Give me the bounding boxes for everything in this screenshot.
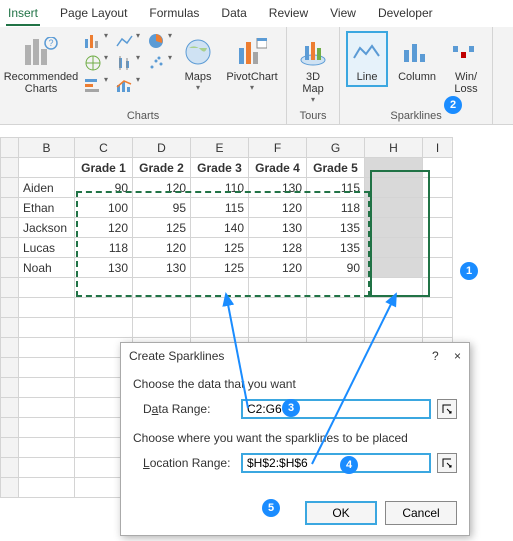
3d-map-button[interactable]: 3D Map ▾	[293, 31, 333, 104]
bar-chart-icon[interactable]	[82, 75, 104, 95]
dialog-help-icon[interactable]: ?	[432, 349, 439, 363]
line-chart-icon[interactable]	[114, 31, 136, 51]
pie-chart-icon[interactable]	[146, 31, 168, 51]
col-header[interactable]: I	[423, 138, 453, 158]
tab-page-layout[interactable]: Page Layout	[58, 4, 129, 26]
svg-text:?: ?	[48, 38, 53, 48]
tab-data[interactable]: Data	[219, 4, 248, 26]
maps-button[interactable]: Maps ▾	[178, 31, 218, 92]
col-header[interactable]: D	[133, 138, 191, 158]
data-range-input[interactable]	[241, 399, 431, 419]
tab-insert[interactable]: Insert	[6, 4, 40, 26]
col-header[interactable]: H	[365, 138, 423, 158]
ribbon-tabs: Insert Page Layout Formulas Data Review …	[0, 0, 513, 27]
dialog-title: Create Sparklines	[129, 349, 224, 363]
annotation-badge-3: 3	[282, 399, 300, 417]
location-range-input[interactable]	[241, 453, 431, 473]
stats-chart-icon[interactable]	[114, 53, 136, 73]
annotation-badge-1: 1	[460, 262, 478, 280]
row-header[interactable]	[1, 158, 19, 178]
dialog-section-label: Choose where you want the sparklines to …	[133, 431, 457, 445]
tab-view[interactable]: View	[328, 4, 358, 26]
annotation-badge-5: 5	[262, 499, 280, 517]
combo-chart-icon[interactable]	[114, 75, 136, 95]
col-header[interactable]: B	[19, 138, 75, 158]
scatter-chart-icon[interactable]	[146, 53, 168, 73]
recommended-charts-button[interactable]: ? Recommended Charts	[6, 31, 76, 95]
create-sparklines-dialog: Create Sparklines ? × Choose the data th…	[120, 342, 470, 536]
location-range-refedit-button[interactable]	[437, 453, 457, 473]
3d-map-icon	[299, 38, 327, 66]
annotation-badge-2: 2	[444, 96, 462, 114]
col-header[interactable]: F	[249, 138, 307, 158]
annotation-badge-4: 4	[340, 456, 358, 474]
sparkline-line-button[interactable]: Line	[346, 31, 388, 87]
cell-name[interactable]: Noah	[19, 258, 75, 278]
ribbon: ? Recommended Charts ▾ ▾ ▾	[0, 27, 513, 125]
hierarchy-chart-icon[interactable]	[82, 53, 104, 73]
group-label-sparklines: Sparklines	[346, 110, 486, 122]
column-chart-icon[interactable]	[82, 31, 104, 51]
maps-icon	[183, 38, 213, 66]
pivotchart-icon	[237, 38, 267, 66]
col-header[interactable]: C	[75, 138, 133, 158]
cell-name[interactable]: Ethan	[19, 198, 75, 218]
cell-name[interactable]: Lucas	[19, 238, 75, 258]
col-header[interactable]: E	[191, 138, 249, 158]
corner-cell[interactable]	[1, 138, 19, 158]
tab-developer[interactable]: Developer	[376, 4, 435, 26]
sparkline-column-icon	[402, 40, 432, 64]
dialog-close-button[interactable]: ×	[454, 349, 461, 363]
pivotchart-button[interactable]: PivotChart ▾	[224, 31, 280, 92]
dialog-section-label: Choose the data that you want	[133, 377, 457, 391]
group-label-tours: Tours	[293, 110, 333, 122]
cancel-button[interactable]: Cancel	[385, 501, 457, 525]
cell-name[interactable]: Aiden	[19, 178, 75, 198]
group-label-charts: Charts	[6, 110, 280, 122]
tab-review[interactable]: Review	[267, 4, 310, 26]
data-range-refedit-button[interactable]	[437, 399, 457, 419]
sparkline-winloss-icon	[451, 40, 481, 64]
location-range-label: Location Range:	[143, 456, 235, 470]
recommended-charts-icon: ?	[24, 37, 58, 67]
cell-name[interactable]: Jackson	[19, 218, 75, 238]
sparkline-winloss-button[interactable]: Win/ Loss	[446, 31, 486, 95]
sparkline-line-icon	[352, 40, 382, 64]
sparkline-column-button[interactable]: Column	[394, 31, 440, 83]
data-range-label: Data Range:	[143, 402, 235, 416]
ok-button[interactable]: OK	[305, 501, 377, 525]
col-header[interactable]: G	[307, 138, 365, 158]
tab-formulas[interactable]: Formulas	[147, 4, 201, 26]
